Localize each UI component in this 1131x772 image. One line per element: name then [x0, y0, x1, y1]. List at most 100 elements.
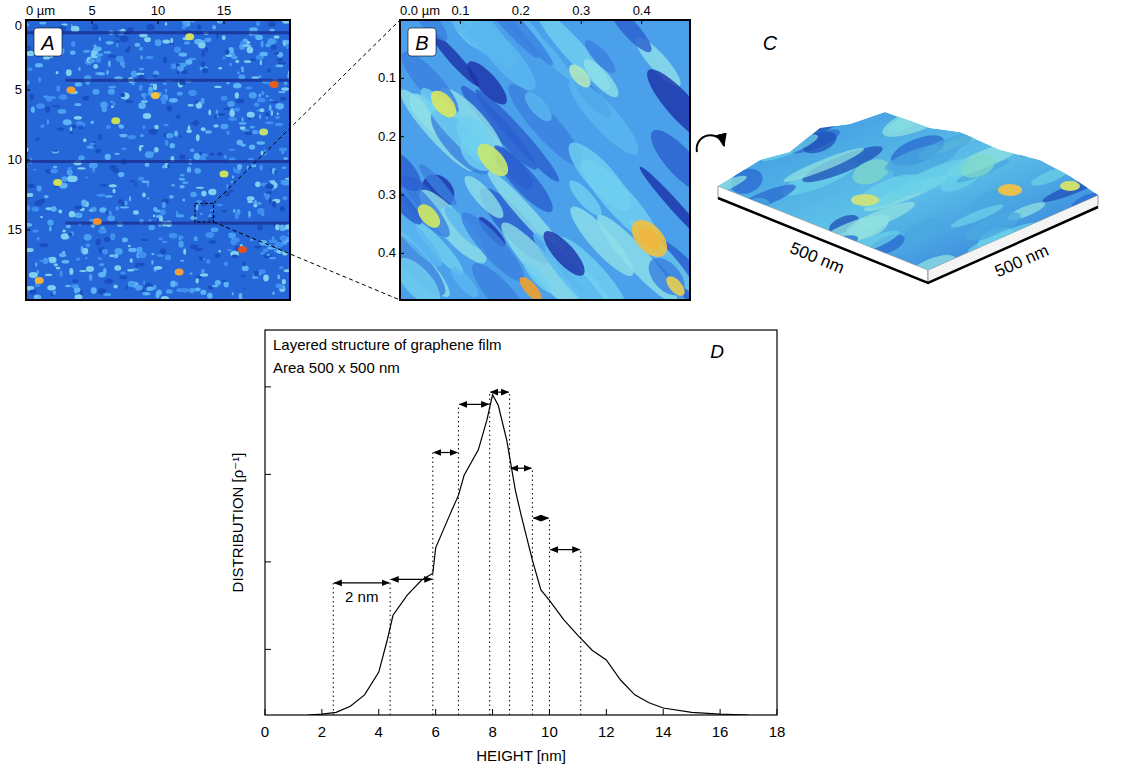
grain [162, 241, 168, 243]
layer-arrow [434, 452, 458, 453]
grain [74, 285, 79, 288]
grain [263, 248, 268, 252]
grain [249, 92, 257, 99]
grain [247, 47, 253, 54]
grain [162, 166, 166, 169]
grain [190, 148, 194, 152]
grain [84, 234, 92, 241]
grain-peak [93, 218, 102, 225]
grain [248, 211, 251, 217]
grain [162, 39, 170, 43]
peak [516, 274, 545, 300]
grain [237, 164, 242, 170]
plot-area [308, 392, 749, 715]
grain [35, 295, 38, 298]
grain [153, 150, 155, 154]
grain [250, 59, 256, 62]
grain [37, 186, 42, 192]
x-tick-label: 2 [318, 723, 326, 740]
grain [109, 211, 111, 216]
grain [259, 94, 261, 98]
grain [266, 95, 269, 97]
x-tick-label: 10 [541, 723, 558, 740]
layer-boundary [458, 404, 459, 715]
surface-peak [851, 194, 879, 206]
grain [154, 125, 159, 130]
grain [75, 82, 82, 86]
surface-relief [706, 96, 766, 129]
grain [200, 213, 203, 215]
grain [52, 290, 56, 295]
grain [277, 112, 279, 115]
grain [156, 292, 160, 299]
grain [241, 67, 244, 71]
grain [62, 230, 66, 233]
grain [171, 63, 176, 69]
grain [109, 184, 117, 187]
grain [113, 254, 116, 258]
grain [105, 154, 111, 160]
grain [75, 213, 83, 218]
zoom-box [195, 203, 213, 221]
y-tick-label: 10 [8, 152, 22, 167]
grain [165, 89, 167, 93]
grain [128, 248, 137, 252]
y-tick-label: 0.3 [378, 187, 396, 202]
plot-frame [265, 330, 777, 715]
grain [161, 97, 166, 104]
grain [268, 39, 275, 45]
layer-arrow [459, 404, 488, 405]
grain [99, 37, 101, 41]
grain [115, 206, 119, 211]
y-tick [400, 78, 404, 79]
x-tick-label: 0 µm [26, 3, 55, 18]
grain [139, 86, 142, 90]
grain [271, 110, 273, 116]
grain [276, 284, 283, 289]
grain [277, 274, 280, 279]
grain [89, 143, 95, 145]
grain [104, 237, 110, 242]
grain [176, 281, 178, 286]
grain [71, 41, 76, 47]
grain [86, 243, 91, 247]
grain [89, 162, 98, 168]
grain [145, 162, 150, 167]
peak [663, 273, 688, 299]
grain [196, 205, 199, 211]
grain-peak [53, 179, 62, 186]
zoom-connector [213, 222, 400, 300]
scan-streak [26, 160, 290, 163]
x-tick [606, 709, 607, 715]
surface-relief [1002, 97, 1088, 147]
grain [58, 210, 62, 214]
grain-peak [35, 277, 44, 284]
terrace [520, 88, 556, 125]
grain [260, 165, 263, 171]
grain [35, 138, 40, 140]
grain [142, 292, 150, 295]
grain [115, 40, 120, 42]
grain [257, 225, 263, 231]
grain [101, 106, 107, 112]
grain [153, 215, 155, 218]
grain [174, 46, 181, 53]
grain [205, 130, 212, 133]
grain [88, 59, 95, 63]
grain [157, 254, 164, 257]
grain [108, 55, 116, 58]
grain [135, 285, 142, 291]
grain [227, 249, 233, 251]
y-tick-label: 15 [8, 222, 22, 237]
grain [146, 287, 154, 291]
layer-boundary [333, 583, 334, 715]
grain [178, 241, 183, 248]
grain [121, 148, 127, 151]
grain [272, 168, 276, 175]
surface-relief [788, 125, 843, 158]
grain [224, 281, 229, 287]
grain [176, 214, 185, 217]
grain [78, 67, 80, 71]
grain [39, 243, 48, 247]
y-tick [26, 20, 30, 21]
